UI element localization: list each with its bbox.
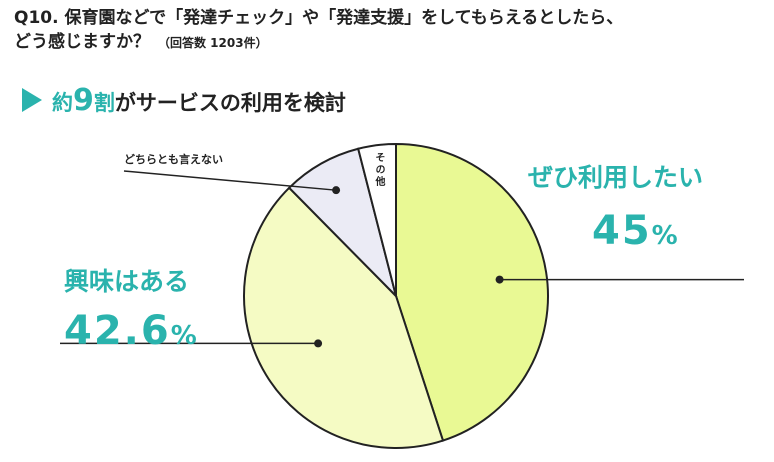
play-triangle-icon (22, 88, 42, 112)
slice-value-number: 42.6 (64, 308, 171, 354)
slice-value-interested: 42.6% (64, 308, 199, 354)
pie-slice-interested (243, 186, 445, 449)
headline-accent: 割 (93, 90, 115, 115)
slice-label-neutral: どちらとも言えない (124, 153, 223, 166)
headline-rest: がサービスの利用を検討 (114, 90, 346, 115)
slice-value-unit: % (651, 221, 680, 251)
leader-neutral-dot (332, 186, 341, 195)
slice-label-other: その他 (373, 152, 384, 188)
slice-label-interested: 興味はある (64, 267, 190, 296)
slice-value-unit: % (170, 321, 199, 351)
pie-slices (243, 142, 549, 449)
leader-neutral-line (123, 170, 337, 191)
slice-value-number: 45 (592, 208, 652, 254)
pie-slice-definitely-use (395, 142, 549, 442)
slice-label-definitely-use: ぜひ利用したい (528, 163, 704, 192)
leader-lines (60, 170, 744, 348)
leader-interested-dot (314, 339, 323, 348)
leader-definitely-use-dot (495, 275, 504, 284)
headline-number: 9 (73, 82, 94, 118)
pie-slice-other (356, 142, 397, 297)
question-title: Q10. 保育園などで「発達チェック」や「発達支援」をしてもらえるとしたら、 ど… (14, 6, 770, 55)
question-line-1: Q10. 保育園などで「発達チェック」や「発達支援」をしてもらえるとしたら、 (14, 8, 624, 28)
headline: 約9割がサービスの利用を検討 (22, 80, 346, 120)
headline-prefix: 約 (52, 90, 73, 115)
slice-value-definitely-use: 45% (592, 208, 680, 254)
response-count: （回答数 1203件） (158, 36, 268, 50)
question-line-2: どう感じますか？ (14, 32, 150, 52)
